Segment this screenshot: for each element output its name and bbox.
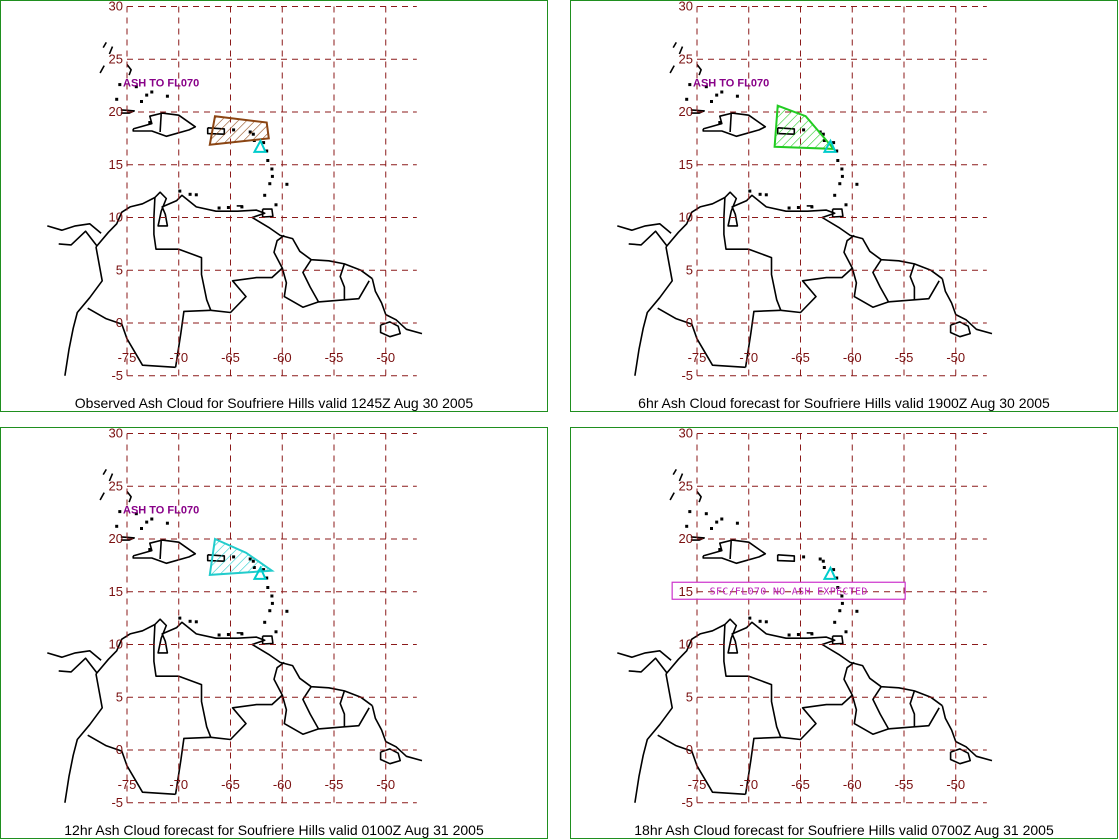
lon-tick-label: -65 [221,350,240,365]
ash-level-label: ASH TO FL070 [123,78,199,90]
lon-tick-label: -75 [688,350,707,365]
lat-tick-label: 25 [109,51,123,66]
ash-cloud-polygon [208,537,275,576]
grid-lines [126,6,417,377]
lon-tick-label: -75 [118,777,137,792]
lat-tick-label: 20 [109,104,123,119]
lat-tick-label: -5 [681,795,693,810]
lon-tick-label: -55 [325,777,344,792]
lon-tick-label: -55 [895,350,914,365]
lon-tick-label: -65 [221,777,240,792]
lat-tick-label: 30 [679,426,693,441]
lat-tick-label: 20 [679,531,693,546]
lat-tick-label: 15 [679,157,693,172]
lat-tick-label: 15 [109,157,123,172]
panel-forecast-18hr: 30 25 20 15 10 5 0 -5 -75 -70 -65 -60 -55 -50 SFC/FL07… [570,426,1118,839]
grid-lines [126,433,417,804]
lat-tick-label: 30 [109,426,123,441]
coastlines [617,41,993,376]
lat-tick-label: 0 [116,742,123,757]
lon-tick-label: -75 [118,350,137,365]
lon-tick-label: -70 [739,350,758,365]
lat-tick-label: 20 [679,104,693,119]
lat-tick-label: 30 [679,0,693,14]
lon-tick-label: -50 [376,777,395,792]
lat-tick-label: 15 [109,584,123,599]
volcano-vent-marker [822,565,838,580]
ash-level-label: ASH TO FL070 [693,78,769,90]
lat-tick-label: 25 [109,478,123,493]
panel-observed: 30 25 20 15 10 5 0 -5 -75 -70 -65 -60 -55 -50 ASH TO F… [0,0,548,412]
lon-tick-label: -65 [791,350,810,365]
panel-caption: 12hr Ash Cloud forecast for Soufriere Hi… [64,822,484,838]
volcano-vent-marker [252,565,268,580]
lat-tick-label: 5 [116,689,123,704]
lon-tick-label: -60 [273,350,292,365]
lat-tick-label: 20 [109,531,123,546]
lon-tick-label: -50 [946,777,965,792]
coastlines [617,468,993,803]
lat-tick-label: 15 [679,584,693,599]
panel-forecast-12hr: 30 25 20 15 10 5 0 -5 -75 -70 -65 -60 -55 -50 ASH TO F… [0,426,548,839]
lon-tick-label: -65 [791,777,810,792]
panel-caption: 18hr Ash Cloud forecast for Soufriere Hi… [634,822,1054,838]
lat-tick-label: 5 [686,689,693,704]
lat-tick-label: 0 [686,742,693,757]
lat-tick-label: 10 [109,210,123,225]
ash-map-12hr: 30 25 20 15 10 5 0 -5 -75 -70 -65 -60 -55 -50 ASH TO F… [47,426,423,810]
lat-tick-label: -5 [111,795,123,810]
ash-cloud-polygon [773,104,836,150]
lon-tick-label: -75 [688,777,707,792]
lat-tick-label: 0 [686,315,693,330]
volcano-vent-marker [822,138,838,153]
lat-tick-label: 25 [679,478,693,493]
lon-tick-label: -50 [946,350,965,365]
no-ash-text: SFC/FL070 NO ASH EXPECTED [710,586,868,597]
no-ash-box [671,581,906,600]
ash-level-label: ASH TO FL070 [123,505,199,517]
ash-map-observed: 30 25 20 15 10 5 0 -5 -75 -70 -65 -60 -55 -50 ASH TO F… [47,0,423,383]
lat-tick-label: 25 [679,51,693,66]
lon-tick-label: -60 [843,777,862,792]
grid-lines [696,433,987,804]
lon-tick-label: -55 [895,777,914,792]
lat-tick-label: 10 [109,637,123,652]
lat-tick-label: -5 [111,368,123,383]
lat-tick-label: 30 [109,0,123,14]
lon-tick-label: -50 [376,350,395,365]
lon-tick-label: -55 [325,350,344,365]
lon-tick-label: -70 [169,350,188,365]
ash-map-18hr: 30 25 20 15 10 5 0 -5 -75 -70 -65 -60 -55 -50 SFC/FL07… [617,426,993,810]
ash-cloud-polygon [208,115,270,146]
lon-tick-label: -60 [843,350,862,365]
panel-caption: 6hr Ash Cloud forecast for Soufriere Hil… [638,395,1050,411]
lat-tick-label: 10 [679,210,693,225]
coastlines [47,41,423,376]
lat-tick-label: 10 [679,637,693,652]
lat-tick-label: -5 [681,368,693,383]
lon-tick-label: -60 [273,777,292,792]
lat-tick-label: 0 [116,315,123,330]
volcano-vent-marker [252,138,268,153]
panel-caption: Observed Ash Cloud for Soufriere Hills v… [74,395,474,411]
panel-forecast-6hr: 30 25 20 15 10 5 0 -5 -75 -70 -65 -60 -55 -50 ASH TO F… [570,0,1118,412]
lon-tick-label: -70 [739,777,758,792]
lat-tick-label: 5 [116,262,123,277]
lat-tick-label: 5 [686,262,693,277]
grid-lines [696,6,987,377]
coastlines [47,468,423,803]
ash-map-6hr: 30 25 20 15 10 5 0 -5 -75 -70 -65 -60 -55 -50 ASH TO F… [617,0,993,383]
lon-tick-label: -70 [169,777,188,792]
